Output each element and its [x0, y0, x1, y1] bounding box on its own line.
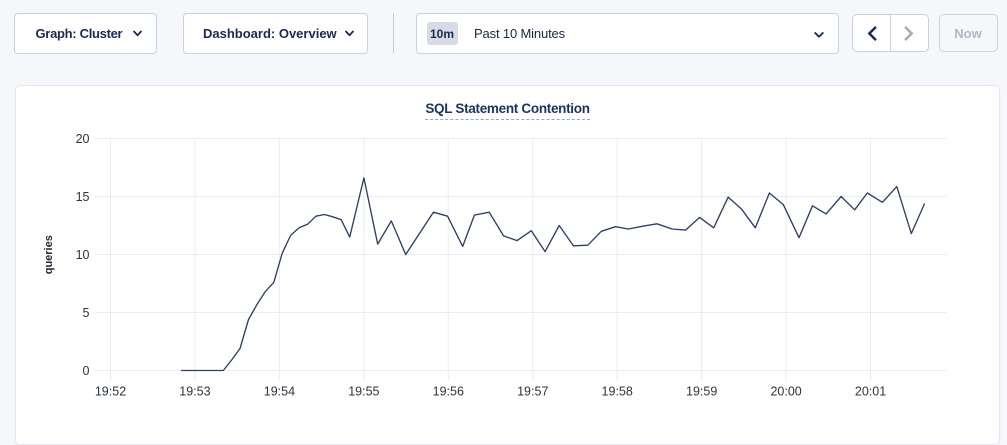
svg-text:0: 0 — [83, 364, 90, 378]
svg-text:queries: queries — [43, 235, 55, 274]
svg-text:19:57: 19:57 — [517, 384, 548, 398]
svg-text:19:56: 19:56 — [433, 384, 464, 398]
svg-text:5: 5 — [83, 306, 90, 320]
svg-text:10: 10 — [76, 248, 90, 262]
svg-text:20: 20 — [76, 132, 90, 146]
svg-text:19:52: 19:52 — [95, 384, 126, 398]
svg-text:19:53: 19:53 — [179, 384, 210, 398]
svg-text:19:54: 19:54 — [264, 384, 295, 398]
svg-text:20:00: 20:00 — [770, 384, 801, 398]
svg-text:19:58: 19:58 — [602, 384, 633, 398]
svg-text:19:55: 19:55 — [348, 384, 379, 398]
svg-text:15: 15 — [76, 190, 90, 204]
svg-text:19:59: 19:59 — [686, 384, 717, 398]
svg-text:20:01: 20:01 — [855, 384, 886, 398]
